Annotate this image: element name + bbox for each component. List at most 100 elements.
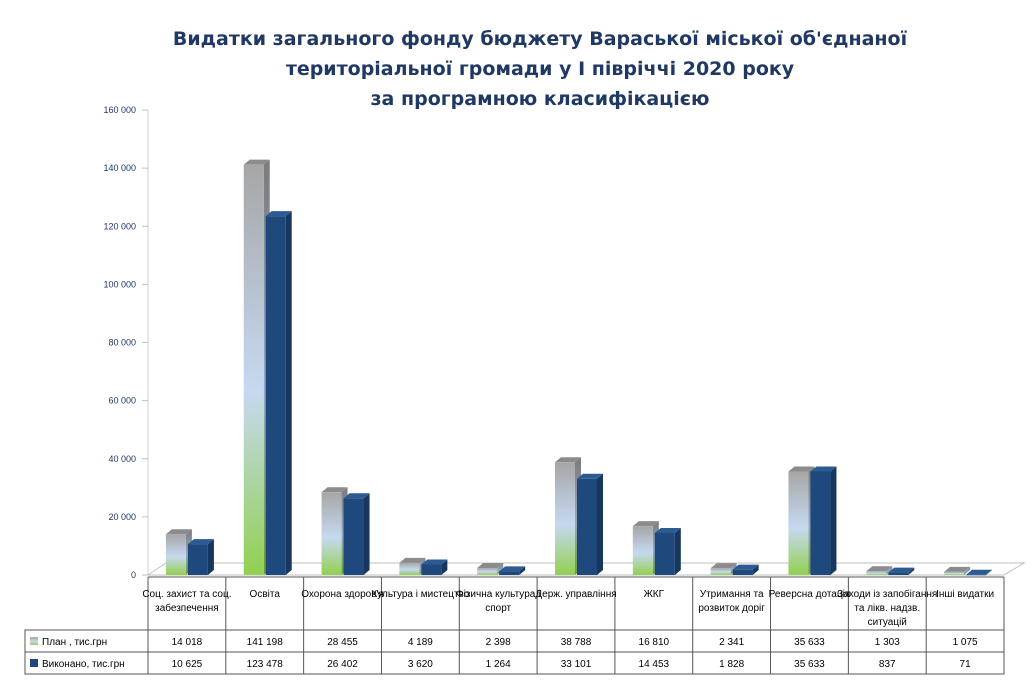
- data-value-label: 1 303: [875, 637, 900, 648]
- bar-top: [866, 566, 893, 572]
- bar-side: [986, 569, 993, 575]
- category-label: Утримання та розвиток доріг: [698, 589, 765, 614]
- bar-done: [265, 211, 292, 575]
- chart-title-line-3: за програмною класифікацією: [370, 88, 710, 110]
- y-tick-label: 120 000: [103, 221, 136, 231]
- data-value-label: 35 633: [794, 659, 825, 670]
- chart-title: Видатки загального фонду бюджету Вараськ…: [170, 24, 910, 114]
- bar-front: [343, 498, 364, 575]
- bar-side: [964, 566, 971, 575]
- bar-front: [399, 562, 420, 575]
- bar-done: [732, 564, 759, 575]
- data-value-label: 71: [960, 659, 972, 670]
- data-value-label: 2 398: [486, 637, 511, 648]
- bar-side: [519, 566, 526, 575]
- bar-top: [555, 457, 581, 463]
- bar-front: [477, 568, 498, 575]
- bar-done: [421, 559, 448, 575]
- category-label: Держ. управління: [535, 589, 616, 600]
- data-value-label: 10 625: [172, 659, 203, 670]
- bar-top: [810, 466, 837, 472]
- chart-title-line-2: територіальної громади у І півріччі 2020…: [285, 58, 795, 80]
- bar-side: [497, 563, 504, 575]
- category-label: Реверсна дотація: [769, 589, 851, 600]
- bar-front: [732, 569, 753, 575]
- bar-top: [399, 557, 426, 563]
- bar-top: [499, 566, 526, 572]
- bar-front: [555, 462, 575, 575]
- bar-plan: [477, 563, 504, 575]
- data-value-label: 2 341: [719, 637, 744, 648]
- bar-top: [710, 563, 737, 569]
- bar-done: [499, 566, 526, 575]
- bar-front: [944, 571, 965, 575]
- y-tick-label: 20 000: [108, 512, 136, 522]
- bar-done: [810, 466, 837, 575]
- bar-side: [207, 539, 214, 575]
- bar-front: [499, 571, 520, 575]
- bar-side: [363, 493, 370, 575]
- bar-front: [966, 574, 987, 576]
- y-tick-label: 100 000: [103, 279, 136, 289]
- data-value-label: 16 810: [639, 637, 670, 648]
- bar-top: [632, 521, 659, 527]
- bar-plan: [944, 566, 971, 575]
- data-value-label: 26 402: [327, 659, 358, 670]
- bar-side: [285, 211, 292, 575]
- legend-key: [30, 659, 38, 667]
- bar-top: [477, 563, 504, 569]
- bar-top: [577, 473, 603, 479]
- bar-front: [265, 216, 286, 575]
- y-tick-label: 80 000: [108, 338, 136, 348]
- bar-side: [441, 559, 448, 575]
- bar-top: [343, 493, 370, 499]
- category-label: Культура і мистецтво: [371, 589, 469, 600]
- bar-top: [732, 564, 759, 570]
- bar-done: [966, 569, 993, 576]
- data-value-label: 4 189: [408, 637, 433, 648]
- bar-top: [321, 487, 348, 493]
- bar-top: [165, 529, 192, 535]
- bar-front: [165, 534, 186, 575]
- data-value-label: 123 478: [247, 659, 284, 670]
- y-tick-label: 0: [131, 570, 136, 580]
- bar-front: [654, 532, 675, 575]
- data-value-label: 1 075: [953, 637, 978, 648]
- legend-label: План , тис.грн: [42, 637, 107, 648]
- chart-title-line-1: Видатки загального фонду бюджету Вараськ…: [172, 28, 908, 50]
- category-label: Інші видатки: [936, 589, 994, 600]
- y-tick-label: 40 000: [108, 454, 136, 464]
- bar-front: [810, 471, 831, 575]
- bar-top: [888, 567, 915, 573]
- category-label: ЖКГ: [644, 589, 665, 600]
- bar-done: [187, 539, 214, 575]
- bar-side: [674, 527, 681, 575]
- category-label: Фізична культура і спорт: [456, 589, 540, 614]
- bar-done: [888, 567, 915, 575]
- data-value-label: 14 453: [639, 659, 670, 670]
- bar-plan: [866, 566, 893, 575]
- category-label: Заходи із запобігання та лікв. надзв. ситу…: [837, 588, 937, 628]
- bar-top: [966, 569, 993, 575]
- category-label: Соц. захист та соц. забезпечення: [142, 589, 231, 614]
- data-value-label: 1 828: [719, 659, 744, 670]
- bar-done: [577, 473, 603, 575]
- bar-front: [243, 164, 264, 575]
- data-value-label: 38 788: [561, 637, 592, 648]
- data-value-label: 33 101: [561, 659, 592, 670]
- bar-front: [866, 571, 887, 575]
- bar-front: [632, 526, 653, 575]
- y-tick-label: 160 000: [103, 105, 136, 115]
- category-label: Охорона здоров'я: [301, 589, 384, 600]
- bar-front: [788, 471, 809, 575]
- data-value-label: 3 620: [408, 659, 433, 670]
- bar-top: [187, 539, 214, 545]
- y-tick-label: 60 000: [108, 396, 136, 406]
- bar-front: [710, 568, 731, 575]
- data-value-label: 14 018: [172, 637, 203, 648]
- data-value-label: 28 455: [327, 637, 358, 648]
- bar-top: [944, 566, 971, 572]
- bar-front: [321, 492, 342, 575]
